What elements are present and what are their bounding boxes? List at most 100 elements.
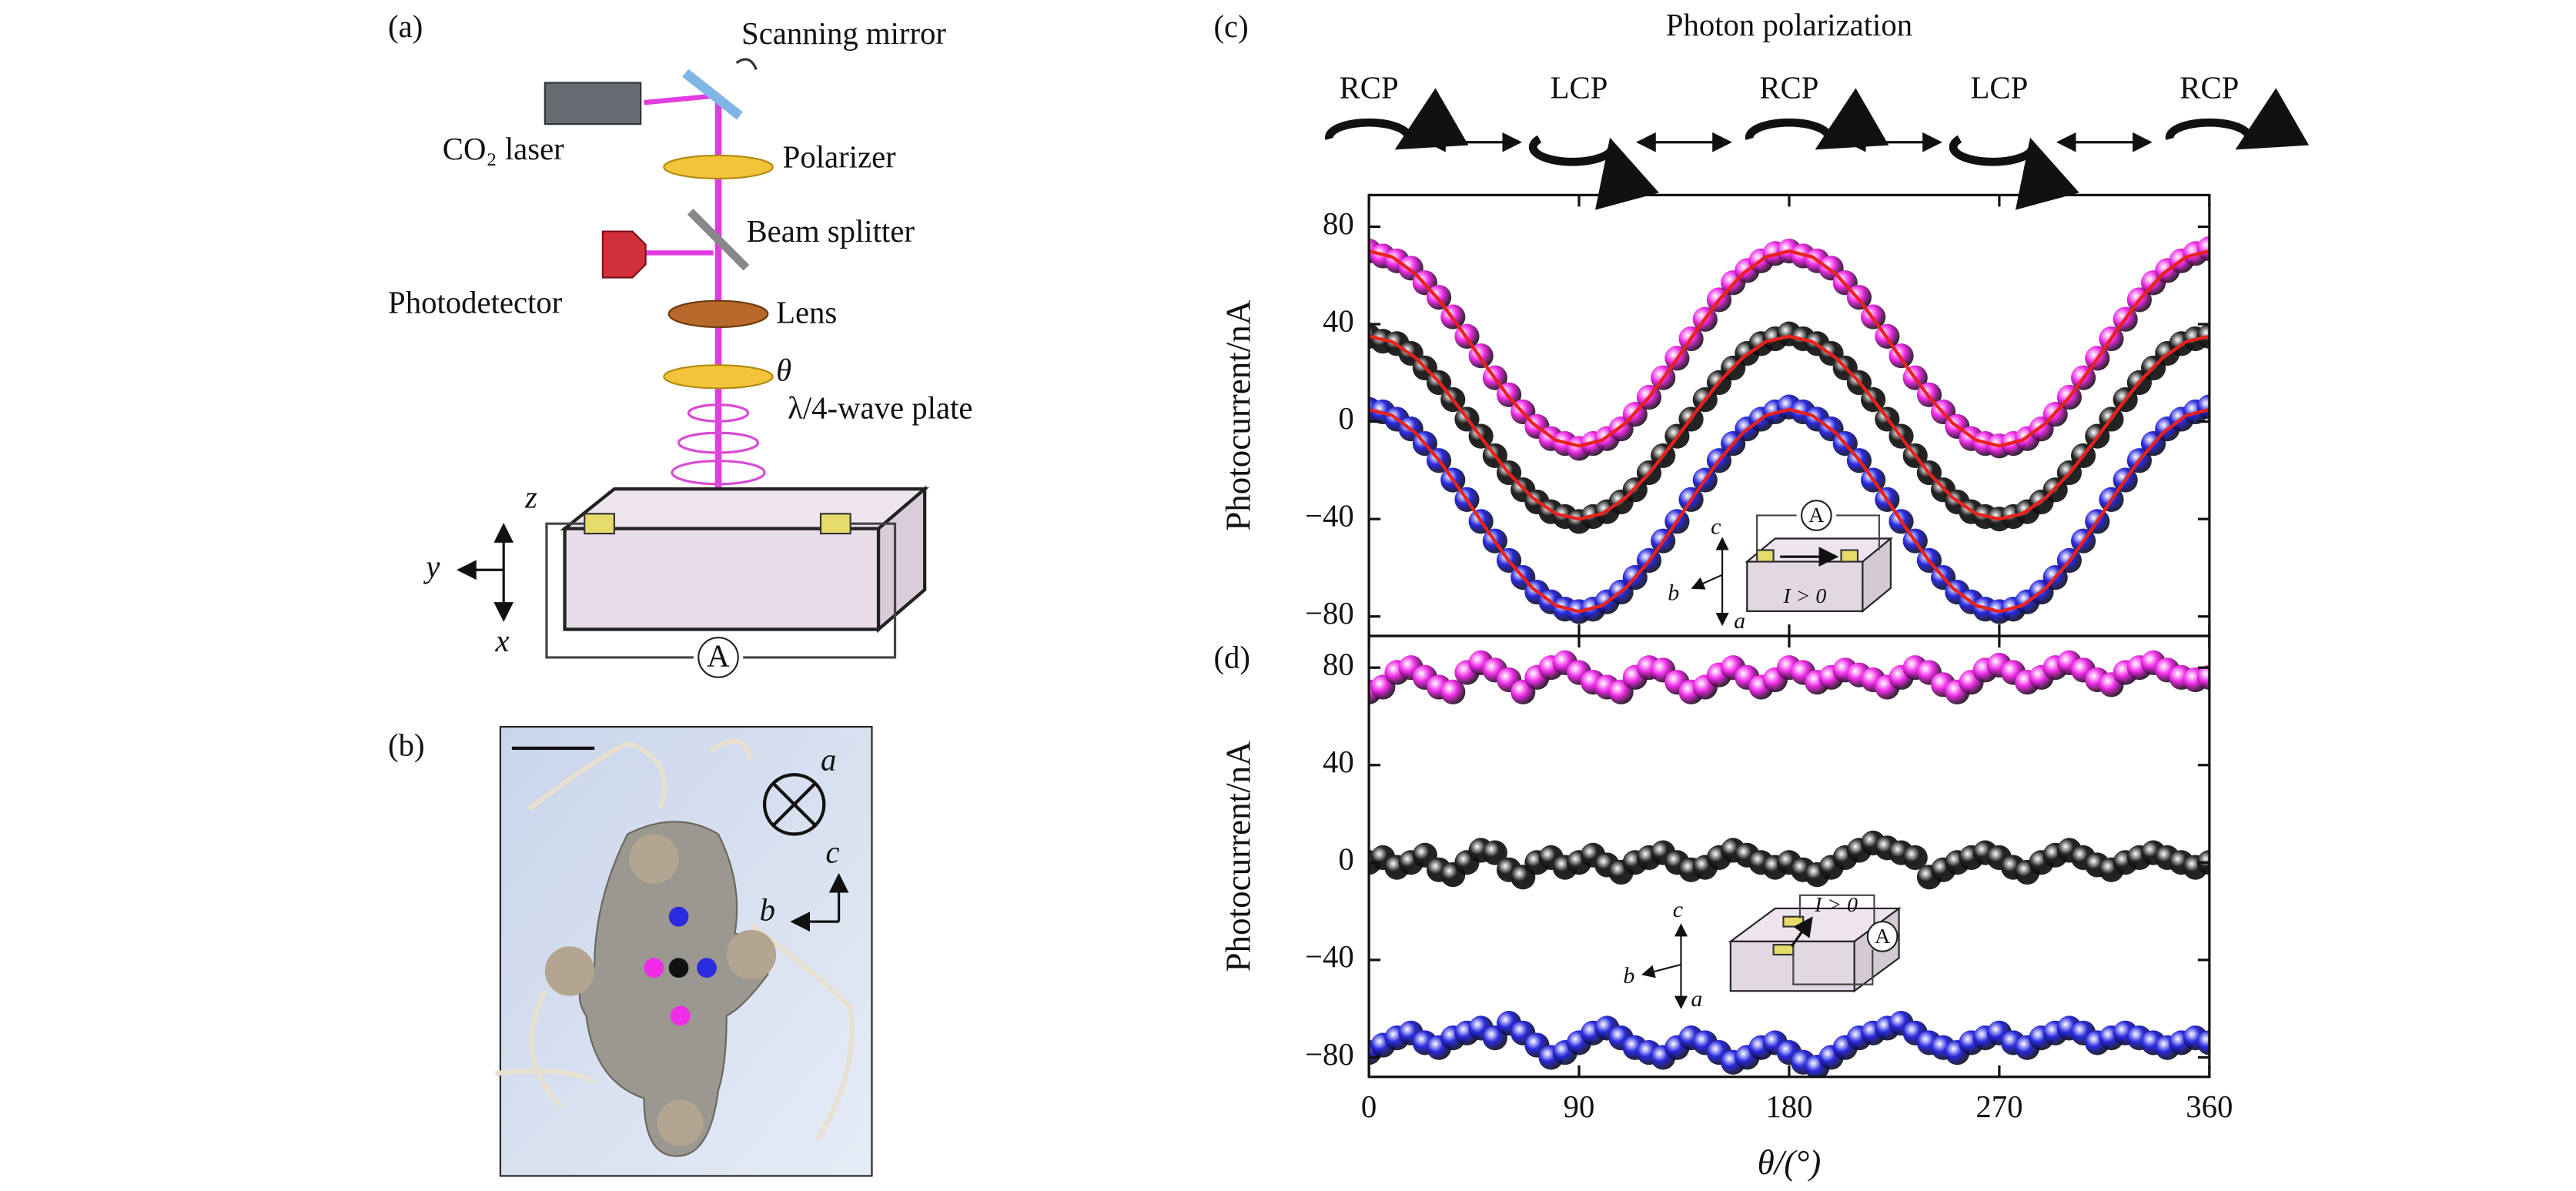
plot-area bbox=[1369, 650, 2210, 1077]
polarization-icon bbox=[1745, 88, 1889, 150]
inset: A I > 0 c b a bbox=[1668, 500, 1893, 634]
panel-label: (b) bbox=[388, 728, 425, 762]
laser-beam bbox=[644, 93, 714, 105]
axis-label: c bbox=[825, 835, 839, 870]
into-page-symbol bbox=[762, 773, 826, 836]
y-tick-label: −80 bbox=[1305, 596, 1354, 631]
inset-label: I > 0 bbox=[1814, 893, 1858, 917]
inset-label: I > 0 bbox=[1782, 584, 1826, 608]
photodetector bbox=[601, 230, 647, 279]
contact bbox=[657, 1099, 704, 1146]
data-point bbox=[2196, 1030, 2210, 1056]
x-tick-label: 270 bbox=[1975, 1089, 2022, 1124]
axis-label: z bbox=[524, 480, 537, 515]
y-tick-label: 80 bbox=[1323, 647, 1354, 682]
panel-label: (c) bbox=[1213, 9, 1248, 44]
polarizer bbox=[663, 154, 774, 179]
y-axis-label: Photocurrent/nA bbox=[1219, 741, 1257, 972]
axis-label: a bbox=[1734, 608, 1745, 634]
ammeter-label: A bbox=[707, 638, 730, 673]
ammeter-label: A bbox=[1808, 503, 1824, 527]
y-tick-label: 0 bbox=[1338, 842, 1353, 877]
label: Beam splitter bbox=[746, 214, 915, 249]
electrode bbox=[1840, 549, 1859, 563]
x-axis-label: θ/(°) bbox=[1758, 1143, 1822, 1182]
wire bbox=[495, 738, 855, 1141]
axis-label: c bbox=[1673, 897, 1683, 922]
data-point bbox=[1482, 840, 1507, 865]
label: Lens bbox=[776, 295, 837, 330]
contact bbox=[726, 929, 777, 980]
electrode bbox=[819, 513, 851, 535]
current-arrow bbox=[1790, 916, 1813, 948]
electrode bbox=[1756, 549, 1775, 563]
into-page-symbol bbox=[771, 781, 818, 828]
panel-b: (b) a c b bbox=[388, 725, 873, 1177]
dot bbox=[668, 958, 689, 979]
inset: A I > 0 c b a bbox=[1623, 893, 1902, 1012]
fit-line bbox=[1369, 249, 2210, 448]
chart: −80 −40 0 40 80 0 90 180 270 360 Photocurrent/nA θ/… bbox=[1213, 634, 2233, 1182]
axis-label: a bbox=[1691, 986, 1702, 1012]
ammeter-label: A bbox=[1875, 925, 1890, 948]
axis-label: b bbox=[1668, 580, 1679, 605]
ammeter bbox=[1800, 500, 1832, 531]
label: Photodetector bbox=[388, 285, 563, 319]
polarization-label: RCP bbox=[2180, 71, 2239, 105]
circuit-wire bbox=[1756, 514, 1880, 552]
dot bbox=[668, 906, 689, 927]
panel-a: (a) Scanning mirror CO₂ laser Polarizer … bbox=[388, 9, 972, 678]
charts: −80 −40 0 40 80 Photocurrent/nA (c) Photon pola… bbox=[1213, 8, 2233, 1182]
panel-label: (a) bbox=[388, 9, 423, 44]
fit-line bbox=[1369, 407, 2210, 614]
fit-line bbox=[1369, 334, 2210, 521]
x-tick-label: 360 bbox=[2186, 1089, 2233, 1124]
polarization-icon bbox=[1949, 135, 2079, 210]
label: λ/4-wave plate bbox=[788, 391, 972, 426]
polarization-icon bbox=[2165, 88, 2310, 150]
electrode bbox=[1772, 944, 1795, 956]
inset-sample bbox=[1862, 537, 1892, 614]
y-axis-label: Photocurrent/nA bbox=[1219, 299, 1257, 531]
y-tick-label: −40 bbox=[1305, 499, 1354, 534]
x-tick-label: 90 bbox=[1564, 1089, 1595, 1124]
co2-laser bbox=[544, 82, 642, 125]
label: θ bbox=[776, 353, 791, 387]
y-tick-label: 40 bbox=[1323, 303, 1354, 338]
chart: −80 −40 0 40 80 Photocurrent/nA (c) Photon pola… bbox=[1213, 8, 2211, 637]
axis-label: b bbox=[1623, 963, 1634, 989]
scanning-mirror bbox=[682, 69, 743, 120]
contact bbox=[629, 834, 679, 884]
y-tick-label: 80 bbox=[1323, 206, 1354, 241]
panel-label: (d) bbox=[1213, 641, 1250, 675]
axis-label: b bbox=[760, 893, 775, 928]
lens bbox=[667, 299, 769, 329]
label: Polarizer bbox=[783, 140, 897, 175]
wave-plate bbox=[663, 364, 774, 390]
axis-arrow bbox=[1691, 574, 1723, 590]
polarization-label: LCP bbox=[1551, 71, 1608, 105]
beam-splitter bbox=[687, 209, 750, 271]
sample-front bbox=[563, 527, 881, 631]
polarization-label: LCP bbox=[1971, 71, 2029, 105]
polarization-icon bbox=[1325, 88, 1469, 150]
axis-label: x bbox=[494, 624, 509, 658]
inset-sample bbox=[1746, 560, 1864, 612]
axis-label: c bbox=[1711, 514, 1721, 540]
data-point bbox=[1440, 679, 1466, 704]
chart-title: Photon polarization bbox=[1666, 8, 1912, 42]
dot bbox=[644, 958, 664, 979]
label: CO₂ laser bbox=[443, 132, 564, 166]
polarization-label: RCP bbox=[1340, 71, 1399, 105]
y-tick-label: −80 bbox=[1305, 1037, 1354, 1072]
data-point bbox=[1902, 845, 1928, 871]
polarization-icon bbox=[1528, 135, 1659, 210]
circuit-wire bbox=[1792, 894, 1875, 985]
x-tick-label: 180 bbox=[1765, 1089, 1812, 1124]
y-tick-label: −40 bbox=[1305, 939, 1354, 974]
dot bbox=[697, 958, 717, 979]
polarization-row: RCP LCP RCP LCP RCP bbox=[1325, 71, 2310, 210]
dot bbox=[670, 1005, 691, 1026]
contact bbox=[544, 946, 595, 996]
